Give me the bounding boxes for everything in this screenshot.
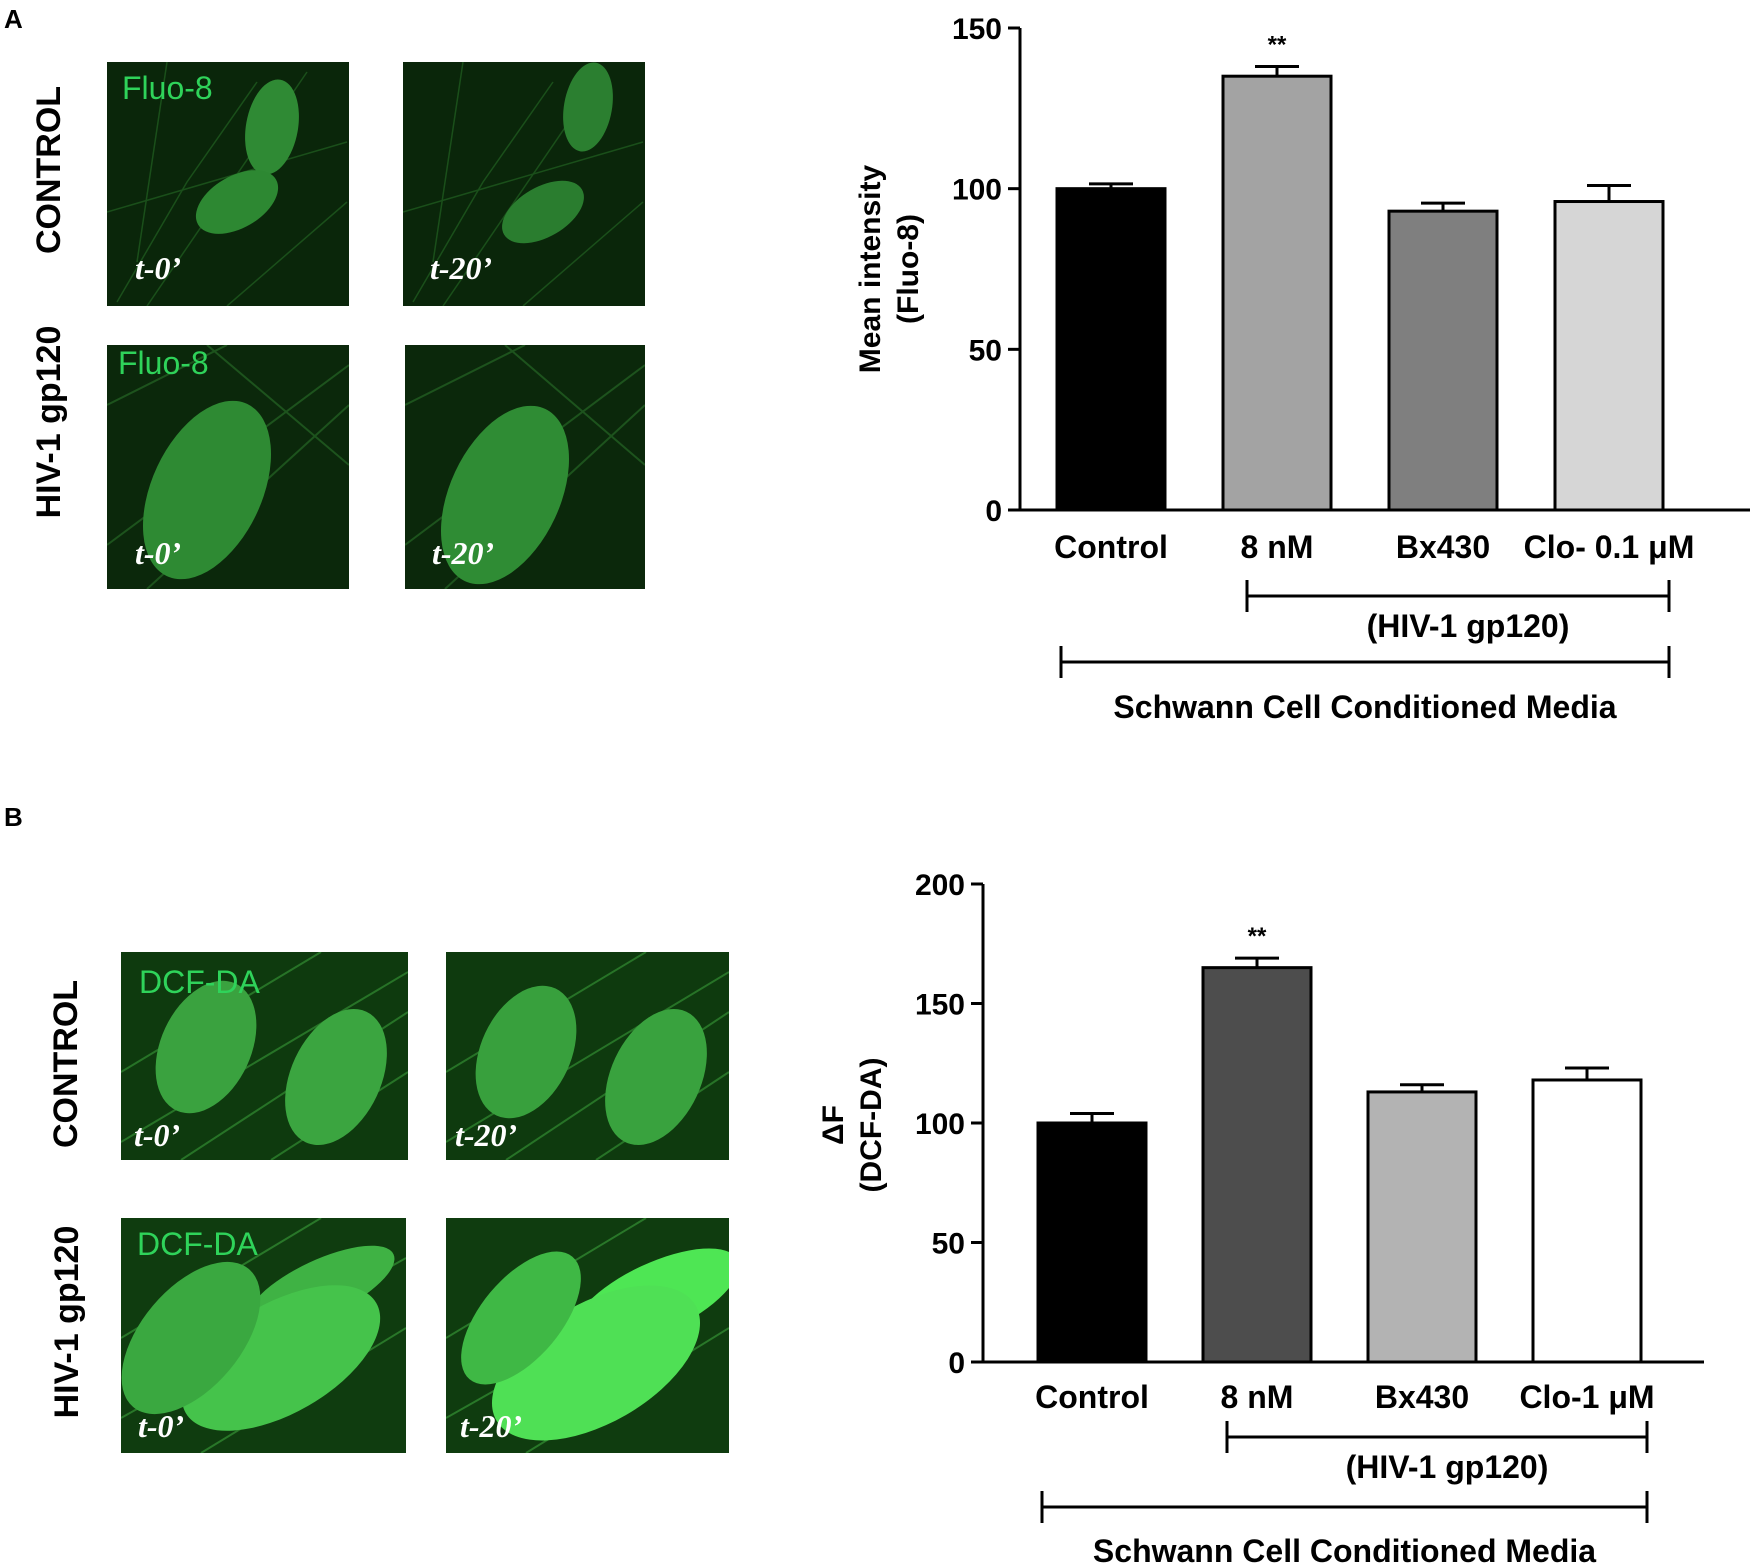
chart1-y-label: Mean intensity — [854, 164, 887, 373]
chart1-bar — [1055, 187, 1167, 512]
micrograph-b-control-t0 — [121, 952, 408, 1160]
probe-label-a1: Fluo-8 — [122, 70, 213, 106]
panel-letter-a: A — [4, 4, 23, 34]
chart2-bar — [1531, 1078, 1643, 1364]
chart2-significance: ** — [1248, 923, 1267, 950]
chart1-bracket-label: (HIV-1 gp120) — [1367, 608, 1570, 644]
chart2-bar — [1201, 966, 1313, 1364]
chart2-bracket-label: (HIV-1 gp120) — [1346, 1449, 1549, 1485]
micrograph-a-gp120-t20 — [405, 345, 645, 589]
time-label-b1: t-0’ — [134, 1117, 181, 1153]
time-label-b2: t-20’ — [455, 1117, 518, 1153]
chart1-category-label: 8 nM — [1241, 529, 1314, 565]
chart1-category-label: Clo- 0.1 μM — [1524, 529, 1695, 565]
time-label-a4: t-20’ — [432, 535, 495, 571]
chart2-category-label: 8 nM — [1221, 1379, 1294, 1415]
chart1-bar — [1387, 209, 1499, 512]
micrograph-b-control-t20 — [446, 952, 729, 1160]
chart1-y-tick-label: 150 — [952, 13, 1002, 46]
time-label-a2: t-20’ — [430, 250, 493, 286]
chart2-y-tick-label: 100 — [915, 1108, 965, 1141]
chart1-significance: ** — [1268, 32, 1287, 59]
micrograph-a-control-t0 — [107, 62, 349, 306]
chart1-y-tick-label: 100 — [952, 174, 1002, 207]
probe-label-b1: DCF-DA — [139, 964, 260, 1000]
chart1-bracket-label: Schwann Cell Conditioned Media — [1113, 689, 1616, 725]
chart2-bracket-label: Schwann Cell Conditioned Media — [1093, 1533, 1596, 1568]
chart2-y-tick-label: 150 — [915, 989, 965, 1022]
chart1-category-label: Control — [1054, 529, 1168, 565]
chart2-category-label: Bx430 — [1375, 1379, 1469, 1415]
chart1-y-label: (Fluo-8) — [892, 214, 925, 324]
micrograph-a-control-t20 — [403, 62, 645, 306]
probe-label-a2: Fluo-8 — [118, 345, 209, 381]
time-label-b4: t-20’ — [460, 1408, 523, 1444]
chart2-bar — [1036, 1121, 1148, 1364]
chart2-y-label: ΔF — [817, 1105, 850, 1145]
chart1-y-tick-label: 50 — [969, 334, 1002, 367]
chart2-y-tick-label: 50 — [932, 1228, 965, 1261]
chart1-y-tick-label: 0 — [985, 495, 1002, 528]
chart2-bar — [1366, 1090, 1478, 1364]
time-label-a3: t-0’ — [135, 535, 182, 571]
micrograph-a-gp120-t0 — [107, 345, 349, 589]
panel-letter-b: B — [4, 802, 23, 832]
micrograph-b-gp120-t0 — [121, 1218, 406, 1453]
chart2-y-label: (DCF-DA) — [855, 1058, 888, 1193]
micrograph-b-gp120-t20 — [446, 1218, 729, 1453]
chart2-y-tick-label: 200 — [915, 869, 965, 902]
chart1-bar — [1553, 200, 1665, 512]
chart1-bar — [1221, 74, 1333, 512]
time-label-b3: t-0’ — [138, 1408, 185, 1444]
probe-label-b2: DCF-DA — [137, 1226, 258, 1262]
chart2-category-label: Clo-1 μM — [1519, 1379, 1654, 1415]
chart2-category-label: Control — [1035, 1379, 1149, 1415]
chart1-category-label: Bx430 — [1396, 529, 1490, 565]
chart2-y-tick-label: 0 — [948, 1347, 965, 1380]
time-label-a1: t-0’ — [135, 250, 182, 286]
